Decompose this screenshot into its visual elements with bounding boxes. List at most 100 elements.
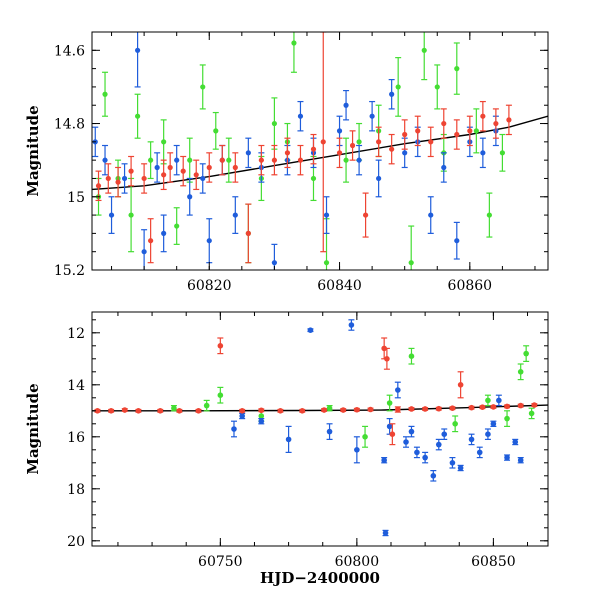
blue-data-point <box>381 457 387 464</box>
blue-data-point <box>441 164 447 171</box>
blue-data-point <box>161 230 167 236</box>
blue-data-point <box>395 387 401 393</box>
red-data-point <box>454 131 460 138</box>
green-data-point <box>213 128 219 134</box>
red-data-point <box>320 139 326 145</box>
green-data-point <box>434 84 440 90</box>
green-data-point <box>174 223 180 229</box>
blue-data-point <box>245 150 251 156</box>
blue-data-point <box>121 175 128 182</box>
green-data-point <box>171 405 177 412</box>
blue-data-point <box>108 212 115 218</box>
red-data-point <box>389 146 395 152</box>
green-series <box>170 345 535 448</box>
red-data-point <box>321 407 327 413</box>
green-data-point <box>102 91 108 97</box>
red-data-point <box>128 168 134 174</box>
blue-data-point <box>476 449 483 456</box>
x-tick-label: 60820 <box>187 278 232 294</box>
red-data-point <box>441 120 447 127</box>
top-plot-area <box>92 32 548 270</box>
red-data-point <box>193 172 199 178</box>
green-data-point <box>326 405 333 412</box>
red-data-point <box>284 150 291 156</box>
blue-data-point <box>232 212 238 218</box>
bottom-plot-area <box>92 319 548 537</box>
red-data-point <box>384 356 390 362</box>
blue-data-point <box>297 113 304 119</box>
red-data-point <box>297 157 304 163</box>
blue-data-point <box>258 418 265 425</box>
red-data-point <box>95 183 102 189</box>
y-tick-label: 16 <box>67 430 85 446</box>
green-data-point <box>187 157 193 163</box>
green-data-point <box>395 84 401 90</box>
y-tick-label: 14.6 <box>54 43 85 59</box>
blue-series <box>92 32 499 270</box>
blue-data-point <box>496 397 502 404</box>
blue-data-point <box>517 457 524 464</box>
green-data-point <box>408 353 415 360</box>
red-data-point <box>422 406 428 412</box>
x-tick-label: 60750 <box>198 554 243 570</box>
red-data-point <box>232 164 238 171</box>
red-data-point <box>217 343 224 349</box>
x-tick-label: 60850 <box>471 554 516 570</box>
red-data-point <box>367 406 374 413</box>
red-data-point <box>531 402 538 408</box>
blue-data-point <box>414 449 420 456</box>
blue-data-point <box>231 426 237 432</box>
blue-data-point <box>356 157 362 163</box>
green-data-point <box>203 402 210 409</box>
red-data-point <box>161 172 167 178</box>
blue-data-point <box>490 421 497 427</box>
blue-data-point <box>369 113 375 119</box>
green-data-point <box>523 350 529 357</box>
top-axis-ticks: 60820 60840 60860 14.6 14.8 15 15.2 <box>54 31 548 294</box>
red-data-point <box>141 175 147 182</box>
blue-data-point <box>239 413 245 419</box>
blue-data-point <box>348 322 355 328</box>
red-data-point <box>468 404 475 411</box>
x-tick-label: 60840 <box>317 278 362 294</box>
blue-data-point <box>102 157 108 163</box>
green-data-point <box>161 139 167 145</box>
red-data-point <box>299 408 306 414</box>
blue-data-point <box>323 212 330 218</box>
red-data-point <box>271 157 277 163</box>
green-data-point <box>323 260 330 266</box>
top-panel: Magnitude 60820 60840 60860 14.6 14.8 15 15.2 <box>24 31 549 294</box>
blue-data-point <box>441 431 448 438</box>
red-data-point <box>517 402 524 409</box>
blue-data-point <box>512 439 519 445</box>
red-data-point <box>94 408 101 414</box>
model-curve <box>92 115 548 191</box>
blue-data-point <box>382 530 389 536</box>
red-data-point <box>428 139 434 145</box>
green-data-point <box>486 212 492 218</box>
blue-data-point <box>354 447 360 453</box>
red-data-point <box>195 408 202 414</box>
red-data-point <box>395 406 401 413</box>
blue-data-point <box>154 164 160 171</box>
bottom-axis-ticks: 60750 60800 60850 12 14 16 18 20 <box>67 312 548 570</box>
red-data-point <box>493 120 499 127</box>
blue-data-point <box>307 327 314 334</box>
green-data-point <box>128 212 134 218</box>
red-data-point <box>340 407 347 413</box>
green-data-point <box>148 157 154 163</box>
blue-data-point <box>408 428 415 435</box>
blue-data-point <box>480 150 486 156</box>
blue-data-point <box>430 473 437 479</box>
red-data-point <box>363 212 369 218</box>
blue-data-point <box>457 465 464 471</box>
red-data-point <box>504 403 510 410</box>
green-data-point <box>452 421 458 427</box>
red-data-point <box>480 113 486 119</box>
blue-data-point <box>326 428 333 435</box>
bottom-plot-frame <box>91 311 549 547</box>
blue-data-point <box>449 460 456 466</box>
green-data-point <box>408 260 414 266</box>
green-data-point <box>291 40 297 46</box>
green-data-point <box>528 410 535 417</box>
